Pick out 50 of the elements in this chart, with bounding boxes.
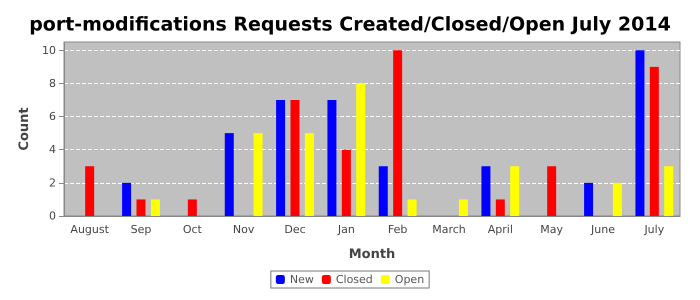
x-tick-label: March (432, 223, 466, 236)
bar (122, 182, 132, 216)
y-tick-label: 2 (49, 176, 56, 190)
legend-label: New (290, 273, 314, 286)
y-tick-label: 0 (49, 210, 56, 222)
bar (327, 100, 336, 216)
y-axis-title: Count (17, 107, 32, 151)
bar (136, 199, 146, 216)
bar (584, 182, 594, 216)
x-tick-label: May (540, 223, 564, 236)
x-tick-label: Jan (336, 223, 355, 236)
y-tick-label: 8 (49, 76, 56, 90)
x-tick-label: Dec (284, 223, 306, 236)
bar (547, 166, 556, 216)
bar (496, 199, 505, 216)
bar (290, 100, 300, 216)
x-tick-label: June (590, 223, 616, 236)
y-tick-label: 10 (42, 44, 56, 57)
bar (510, 166, 520, 216)
x-tick-label: Feb (388, 223, 408, 236)
bar (188, 199, 197, 216)
bar (408, 199, 417, 216)
bar (481, 166, 490, 216)
bar (85, 166, 94, 216)
x-tick-label: August (70, 223, 110, 236)
bar (276, 100, 286, 216)
x-tick-label: July (643, 223, 665, 236)
bar (254, 133, 263, 216)
bar (612, 182, 622, 216)
legend-label: Closed (336, 273, 373, 286)
legend-label: Open (394, 273, 424, 286)
x-axis-title: Month (348, 247, 396, 262)
bar (150, 199, 160, 216)
chart-title: port-modifications Requests Created/Closed/Open July 2014 (29, 14, 671, 36)
bar (393, 50, 402, 216)
y-tick-label: 6 (49, 110, 56, 124)
bar (356, 83, 366, 216)
x-tick-label: April (488, 223, 513, 236)
bar (224, 133, 234, 216)
bar (635, 50, 644, 216)
bar (650, 66, 659, 216)
bar (304, 133, 314, 216)
x-tick-label: Nov (232, 223, 255, 236)
x-tick-label: Sep (130, 223, 152, 236)
bar (378, 166, 388, 216)
bar (664, 166, 674, 216)
y-tick-label: 4 (49, 143, 56, 156)
bar (342, 150, 351, 216)
bar (458, 199, 468, 216)
x-tick-label: Oct (182, 223, 203, 236)
